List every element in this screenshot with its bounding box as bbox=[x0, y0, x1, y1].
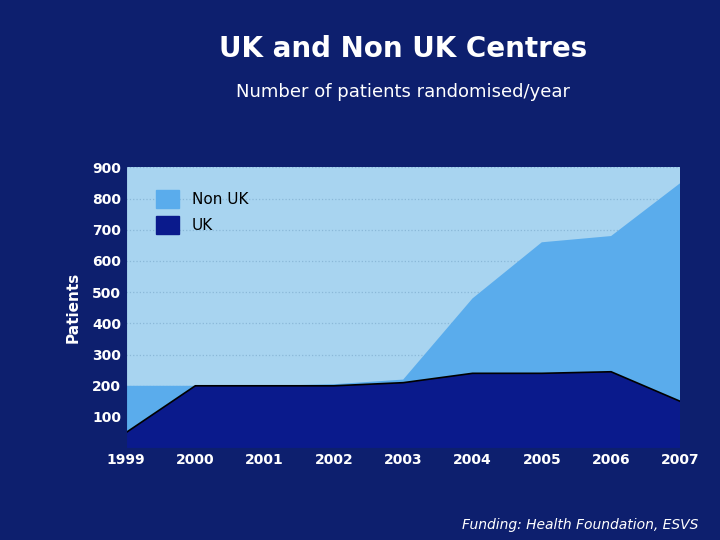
Legend: Non UK, UK: Non UK, UK bbox=[150, 184, 254, 241]
Text: UK and Non UK Centres: UK and Non UK Centres bbox=[219, 35, 588, 63]
Y-axis label: Patients: Patients bbox=[66, 272, 81, 343]
Text: Funding: Health Foundation, ESVS: Funding: Health Foundation, ESVS bbox=[462, 518, 698, 532]
Text: Number of patients randomised/year: Number of patients randomised/year bbox=[236, 83, 570, 101]
